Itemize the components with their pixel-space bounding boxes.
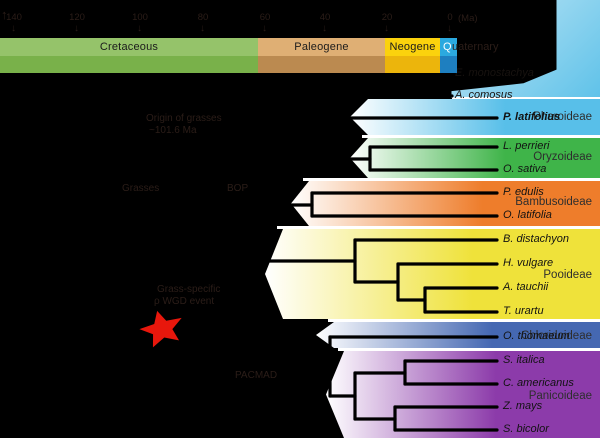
geo-period-band: Cretaceous xyxy=(0,38,258,56)
time-tick-arrow-icon: ↓ xyxy=(384,23,389,34)
outgroup-wedge xyxy=(451,0,600,98)
annotation-label: PACMAD xyxy=(235,370,278,381)
band-separator xyxy=(328,319,600,322)
band-separator xyxy=(362,135,600,138)
species-label: S. italica xyxy=(503,354,545,366)
geo-period-strip xyxy=(0,56,258,73)
subfamily-band xyxy=(291,181,600,226)
subfamily-label: Pooideae xyxy=(543,269,592,281)
subfamily-label: Oryzoideae xyxy=(533,151,592,163)
annotation-label: ρ WGD event xyxy=(154,296,215,307)
band-separator xyxy=(452,97,600,99)
species-label: C. americanus xyxy=(503,377,574,389)
time-tick-label: 140 xyxy=(6,12,22,23)
species-label: E. monostachya xyxy=(455,67,534,79)
geo-period-band: Neogene xyxy=(385,38,440,56)
species-label: H. vulgare xyxy=(503,257,554,269)
geo-period-strip xyxy=(385,56,440,73)
species-label: Z. mays xyxy=(503,400,543,412)
species-label: L. perrieri xyxy=(503,140,550,152)
species-label: O. thomaeum xyxy=(503,330,570,342)
axis-up-arrow-icon: ↑ xyxy=(1,7,8,22)
geo-period-label: Neogene xyxy=(389,41,436,53)
band-separator xyxy=(303,178,600,181)
subfamily-band xyxy=(350,99,600,135)
species-label: P. latifolius xyxy=(503,111,561,123)
geo-period-strip xyxy=(258,56,385,73)
time-tick-label: 100 xyxy=(132,12,148,23)
time-tick-arrow-icon: ↓ xyxy=(200,23,205,34)
time-tick-label: 20 xyxy=(381,12,393,23)
time-tick-arrow-icon: ↓ xyxy=(262,23,267,34)
species-label: B. distachyon xyxy=(503,233,570,245)
species-label: O. sativa xyxy=(503,163,547,175)
time-tick-label: 40 xyxy=(319,12,331,23)
geo-period-label: Paleogene xyxy=(294,41,349,53)
subfamily-band xyxy=(265,229,600,319)
geo-period-band xyxy=(440,38,457,56)
time-tick-label: 120 xyxy=(69,12,85,23)
quaternary-rest: uaternary xyxy=(452,41,499,53)
time-tick-label: 80 xyxy=(197,12,209,23)
subfamily-label: Bambusoideae xyxy=(515,196,592,208)
quaternary-q: Q xyxy=(443,41,452,53)
geo-period-strip xyxy=(440,56,457,73)
annotation-label: Grasses xyxy=(122,183,160,194)
band-separator xyxy=(338,348,600,351)
time-tick-arrow-icon: ↓ xyxy=(74,23,79,34)
species-label: T. urartu xyxy=(503,305,544,317)
subfamily-label: Panicoideae xyxy=(528,390,592,402)
annotation-label: Grass-specific xyxy=(157,284,221,295)
time-tick-arrow-icon: ↓ xyxy=(447,23,452,34)
annotation-label: BOP xyxy=(227,183,249,194)
subfamily-label: Pharoideae xyxy=(533,111,592,123)
ma-unit-label: (Ma) xyxy=(458,13,478,24)
species-label: S. bicolor xyxy=(503,423,549,435)
subfamily-label: Chloridoideae xyxy=(521,330,592,342)
band-separator xyxy=(277,226,600,229)
time-tick-arrow-icon: ↓ xyxy=(137,23,142,34)
subfamily-band xyxy=(350,138,600,178)
annotation-label: Origin of grasses xyxy=(146,113,222,124)
species-label: A. tauchii xyxy=(503,281,549,293)
species-label: P. edulis xyxy=(503,186,544,198)
time-tick-arrow-icon: ↓ xyxy=(322,23,327,34)
geo-period-band: Paleogene xyxy=(258,38,385,56)
wgd-star-icon xyxy=(139,310,182,348)
species-label: O. latifolia xyxy=(503,209,552,221)
geo-period-label: Cretaceous xyxy=(99,41,159,53)
species-label: A. comosus xyxy=(455,89,513,101)
subfamily-band xyxy=(316,322,600,348)
annotation-label: ~101.6 Ma xyxy=(149,125,197,136)
subfamily-band xyxy=(326,351,600,438)
time-tick-label: 0 xyxy=(447,12,453,23)
time-tick-arrow-icon: ↓ xyxy=(11,23,16,34)
time-tick-label: 60 xyxy=(259,12,271,23)
